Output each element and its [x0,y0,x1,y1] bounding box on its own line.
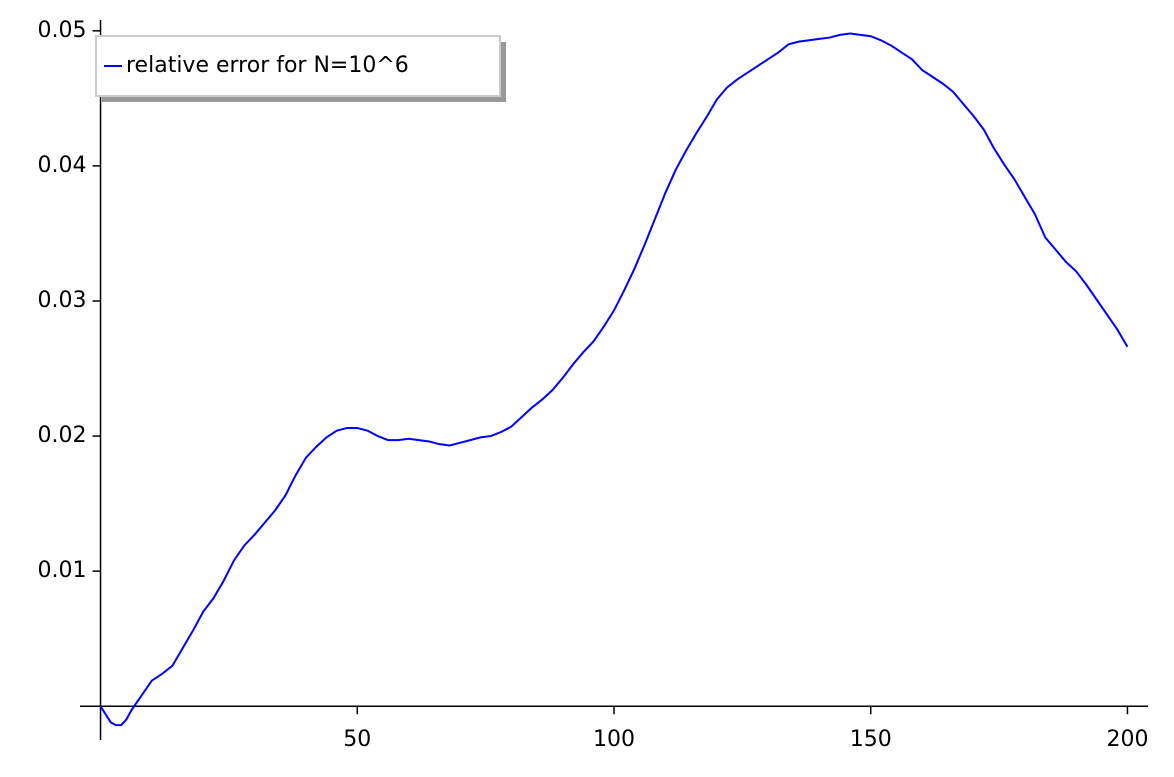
x-tick-label: 100 [593,727,635,752]
y-tick-label: 0.02 [38,423,87,448]
y-tick-label: 0.05 [38,18,87,43]
x-tick-label: 50 [343,727,371,752]
y-tick-label: 0.01 [38,558,87,583]
data-line [99,32,1129,727]
y-tick-label: 0.03 [38,288,87,313]
y-tick-label: 0.04 [38,153,87,178]
x-tick-label: 200 [1106,727,1148,752]
x-tick-label: 150 [850,727,892,752]
legend-box [95,35,501,97]
legend-label: relative error for N=10^6 [126,53,409,78]
